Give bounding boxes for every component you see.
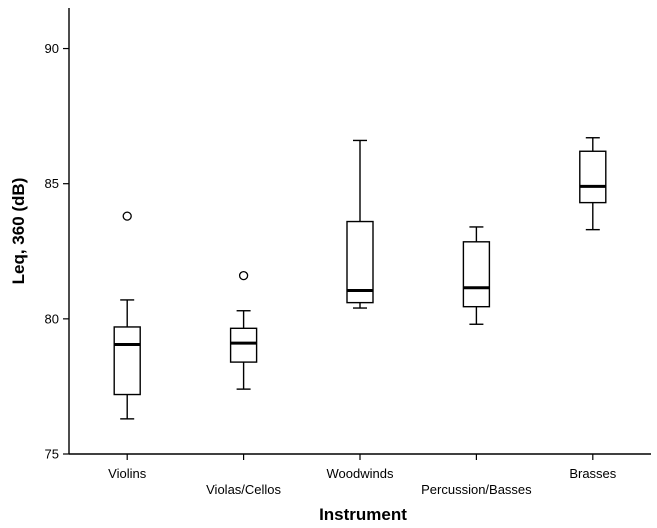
- box-group: [462, 226, 491, 325]
- iqr-box: [113, 326, 141, 396]
- outlier-point: [122, 211, 132, 221]
- boxes: [113, 137, 607, 420]
- box-group: [579, 137, 607, 231]
- y-tick-label: 80: [45, 311, 59, 326]
- box-group: [229, 270, 258, 390]
- iqr-box: [229, 327, 258, 363]
- y-tick-label: 75: [45, 447, 59, 462]
- x-tick-label: Brasses: [569, 466, 616, 481]
- x-tick-label: Percussion/Basses: [421, 482, 532, 497]
- y-tick-label: 90: [45, 41, 59, 56]
- x-ticks: Violins Violas/Cellos Woodwinds Percussion/…: [108, 454, 617, 497]
- box-group: [113, 211, 141, 420]
- x-tick-label: Woodwinds: [327, 466, 394, 481]
- iqr-box: [579, 150, 607, 204]
- x-axis-title: Instrument: [319, 505, 407, 524]
- y-tick-label: 85: [45, 176, 59, 191]
- iqr-box: [462, 241, 491, 308]
- box-group: [346, 139, 374, 309]
- y-ticks: 75 80 85 90: [45, 41, 69, 462]
- x-tick-label: Violas/Cellos: [206, 482, 281, 497]
- y-axis-title: Leq, 360 (dB): [9, 178, 28, 285]
- outlier-point: [238, 270, 249, 281]
- x-tick-label: Violins: [108, 466, 147, 481]
